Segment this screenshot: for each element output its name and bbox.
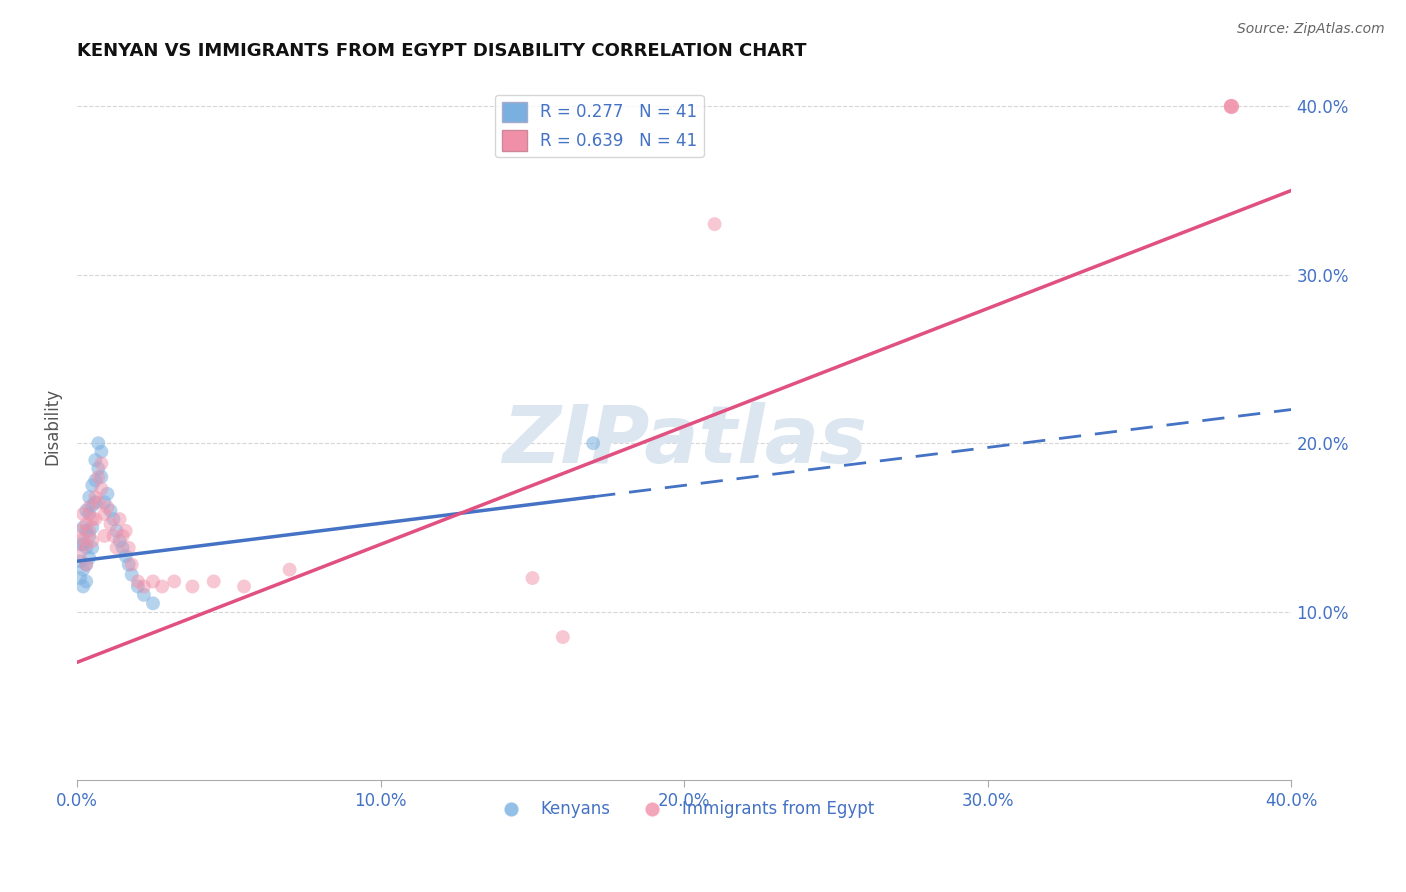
Point <box>84 453 107 467</box>
Point <box>114 549 136 563</box>
Point <box>77 500 100 515</box>
Point <box>77 524 100 538</box>
Point <box>181 579 204 593</box>
Point <box>278 563 301 577</box>
Point <box>69 524 91 538</box>
Point <box>72 579 94 593</box>
Legend: Kenyans, Immigrants from Egypt: Kenyans, Immigrants from Egypt <box>488 794 882 825</box>
Point <box>84 473 107 487</box>
Point <box>72 563 94 577</box>
Point <box>75 574 97 589</box>
Point <box>105 541 128 555</box>
Point <box>90 444 112 458</box>
Point <box>1219 99 1241 113</box>
Point <box>127 574 149 589</box>
Point <box>84 512 107 526</box>
Point <box>96 487 118 501</box>
Point <box>142 574 165 589</box>
Point <box>75 517 97 532</box>
Text: Source: ZipAtlas.com: Source: ZipAtlas.com <box>1237 22 1385 37</box>
Point <box>90 457 112 471</box>
Point <box>77 507 100 521</box>
Y-axis label: Disability: Disability <box>44 388 60 465</box>
Point <box>150 579 173 593</box>
Point <box>233 579 256 593</box>
Point <box>100 517 122 532</box>
Point <box>82 512 104 526</box>
Point <box>111 541 134 555</box>
Point <box>75 537 97 551</box>
Point <box>72 533 94 547</box>
Point <box>77 490 100 504</box>
Point <box>69 537 91 551</box>
Point <box>87 461 110 475</box>
Point <box>75 541 97 555</box>
Point <box>82 499 104 513</box>
Point <box>96 500 118 515</box>
Point <box>72 520 94 534</box>
Point <box>82 478 104 492</box>
Point <box>105 524 128 538</box>
Point <box>75 558 97 572</box>
Point <box>103 512 125 526</box>
Point <box>121 567 143 582</box>
Text: KENYAN VS IMMIGRANTS FROM EGYPT DISABILITY CORRELATION CHART: KENYAN VS IMMIGRANTS FROM EGYPT DISABILI… <box>77 42 807 60</box>
Point <box>93 495 115 509</box>
Text: ZIPatlas: ZIPatlas <box>502 401 866 480</box>
Point <box>82 520 104 534</box>
Point <box>1219 99 1241 113</box>
Point <box>69 571 91 585</box>
Point <box>108 512 131 526</box>
Point <box>551 630 574 644</box>
Point <box>82 533 104 548</box>
Point <box>142 596 165 610</box>
Point <box>582 436 605 450</box>
Point <box>77 550 100 565</box>
Point <box>703 217 725 231</box>
Point <box>132 588 155 602</box>
Point <box>132 579 155 593</box>
Point <box>93 507 115 521</box>
Point <box>202 574 225 589</box>
Point <box>69 554 91 568</box>
Point <box>75 503 97 517</box>
Point <box>84 495 107 509</box>
Point <box>90 470 112 484</box>
Point <box>93 529 115 543</box>
Point <box>108 533 131 548</box>
Point <box>127 579 149 593</box>
Point <box>121 558 143 572</box>
Point <box>90 482 112 496</box>
Point <box>87 495 110 509</box>
Point <box>75 524 97 538</box>
Point <box>75 558 97 572</box>
Point <box>118 558 141 572</box>
Point <box>163 574 186 589</box>
Point <box>77 529 100 543</box>
Point <box>522 571 544 585</box>
Point <box>82 541 104 555</box>
Point <box>111 529 134 543</box>
Point <box>84 490 107 504</box>
Point <box>72 507 94 521</box>
Point <box>100 503 122 517</box>
Point <box>87 436 110 450</box>
Point <box>87 470 110 484</box>
Point <box>69 546 91 560</box>
Point <box>72 537 94 551</box>
Point <box>103 529 125 543</box>
Point <box>118 541 141 555</box>
Point <box>114 524 136 538</box>
